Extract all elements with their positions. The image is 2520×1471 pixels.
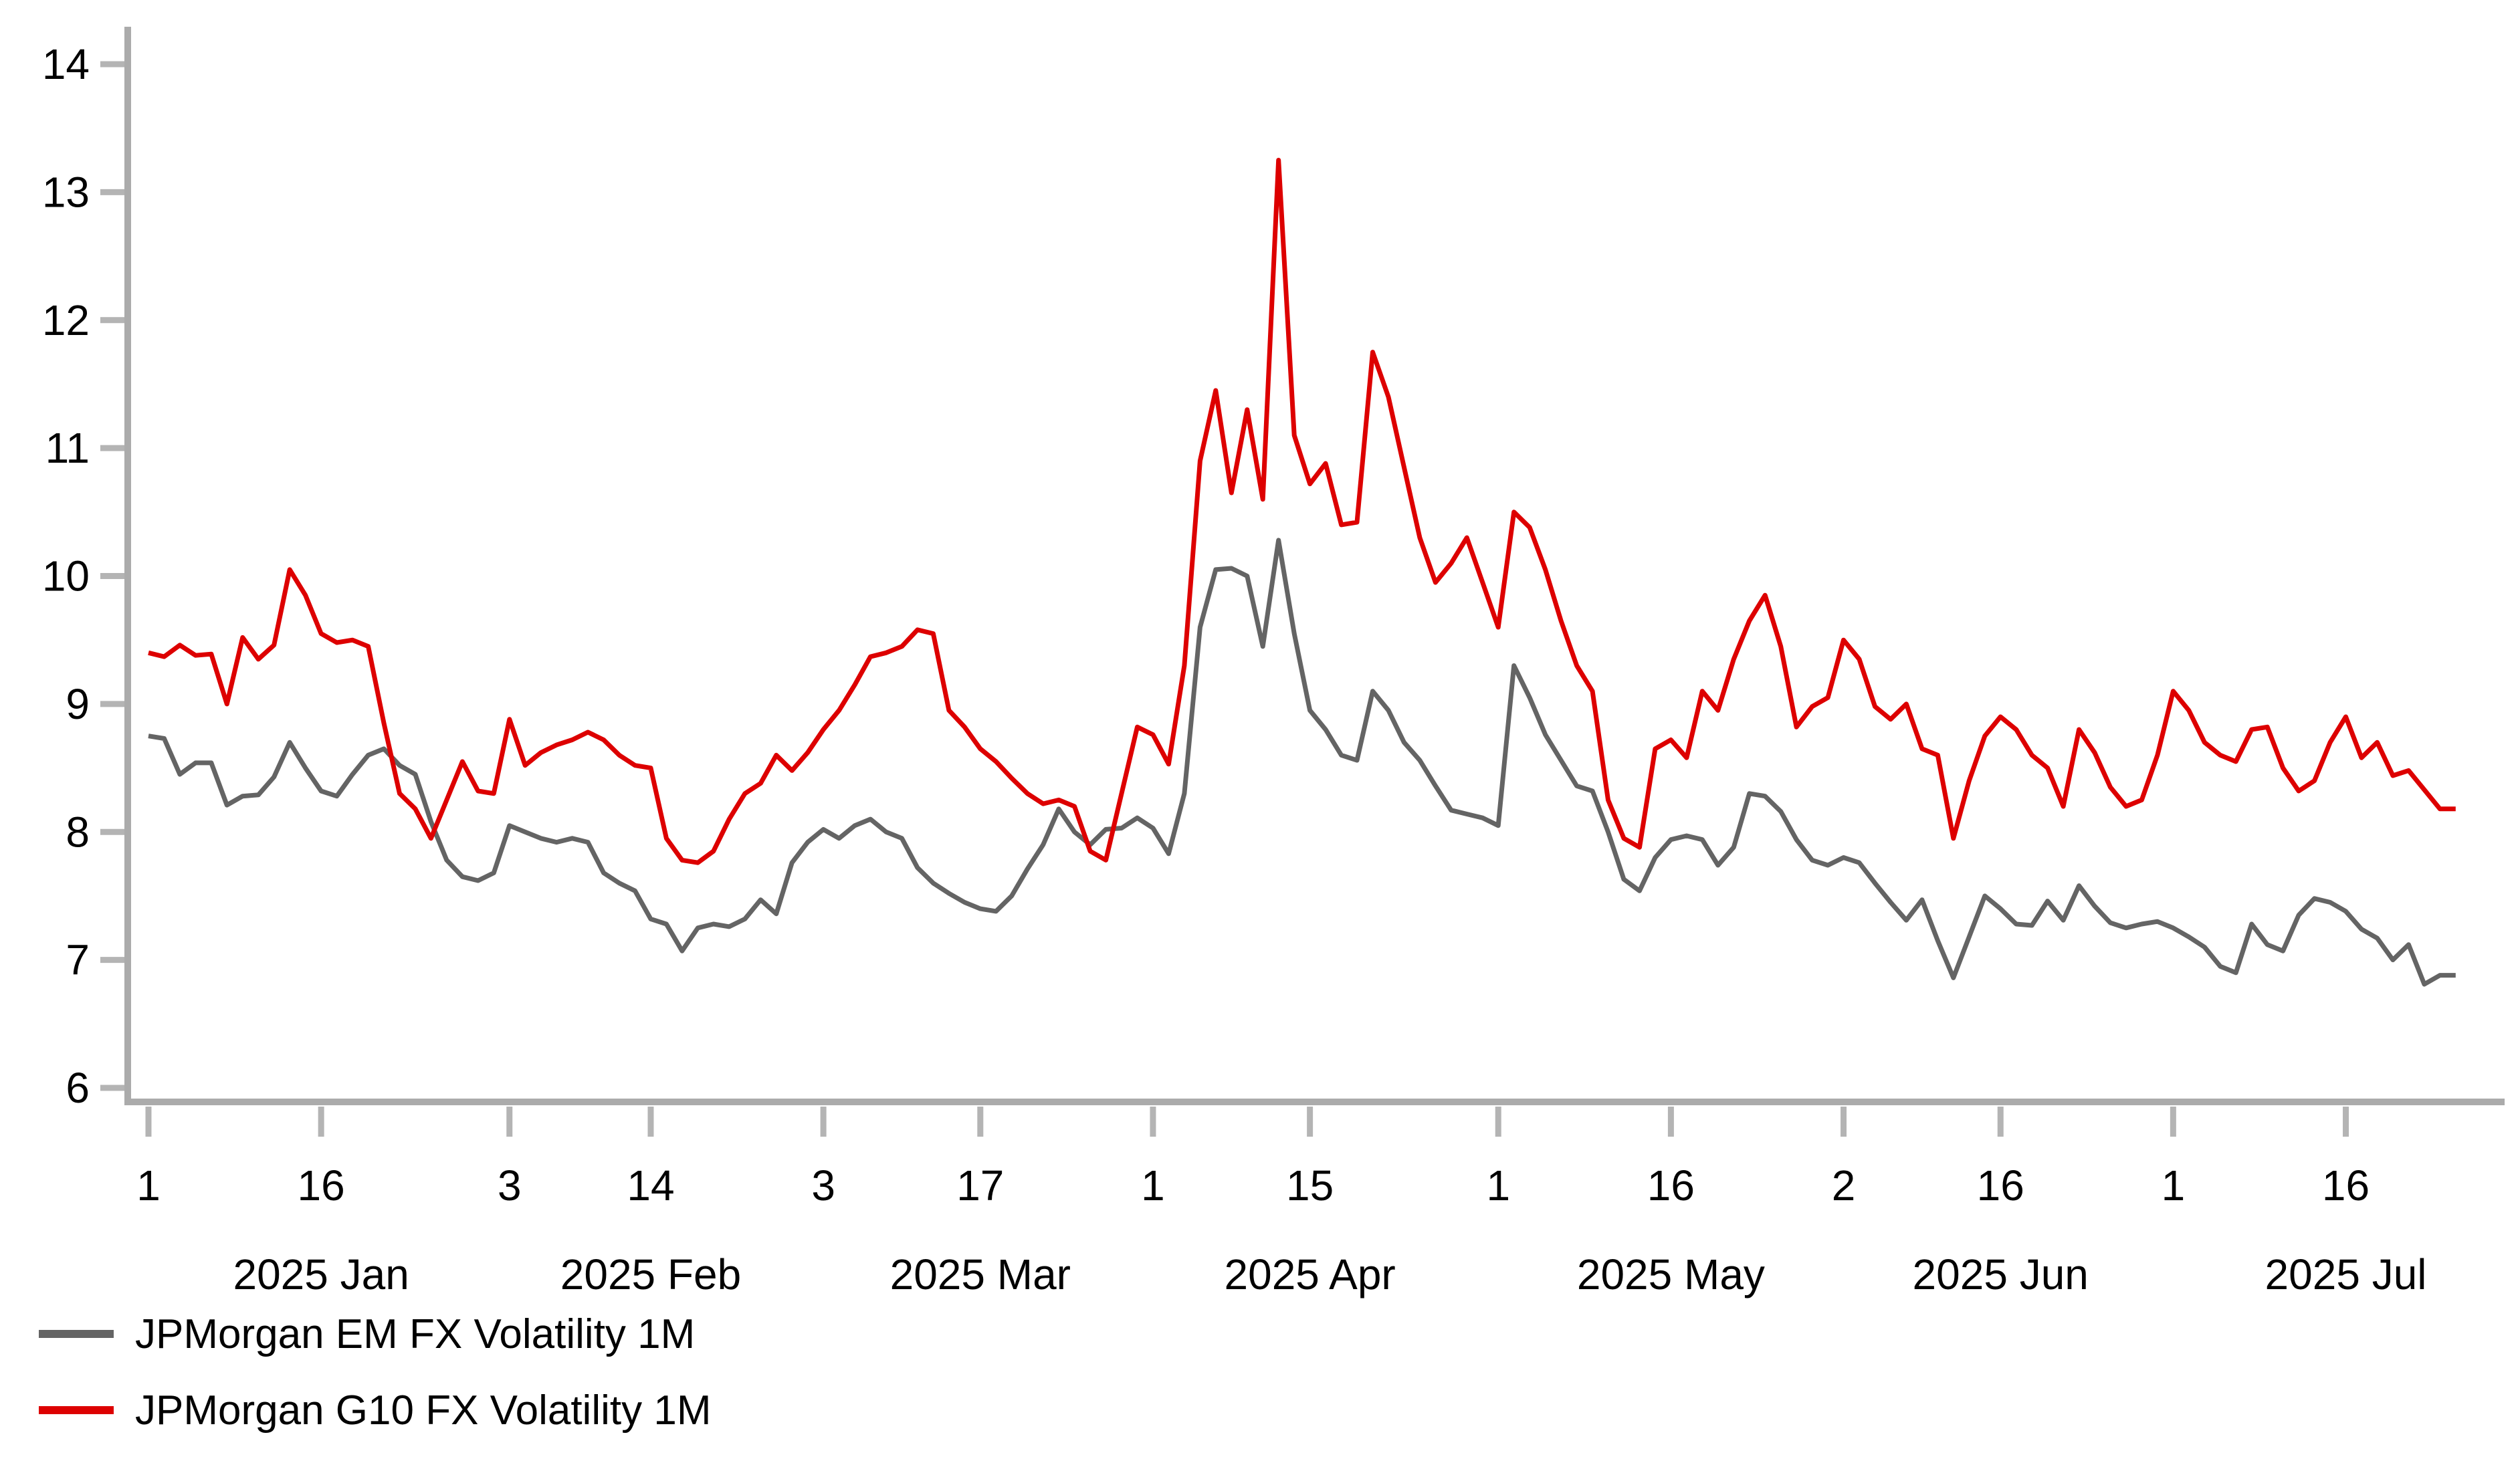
x-tick-label: 16 xyxy=(1647,1161,1695,1210)
y-tick-label: 6 xyxy=(66,1064,90,1112)
y-tick-label: 12 xyxy=(42,296,90,344)
y-tick-label: 13 xyxy=(42,168,90,216)
y-tick-label: 9 xyxy=(66,680,90,728)
x-month-label: 2025 Feb xyxy=(560,1250,741,1298)
y-tick-label: 8 xyxy=(66,808,90,856)
x-tick-label: 2 xyxy=(1832,1161,1856,1210)
axes xyxy=(124,27,2505,1105)
x-tick-label: 16 xyxy=(298,1161,345,1210)
legend-label-em: JPMorgan EM FX Volatility 1M xyxy=(135,1311,696,1357)
x-axis-ticks: 1 16 3 14 3 17 1 15 1 16 2 16 1 16 2025 Jan 2025 Feb 202… xyxy=(136,1107,2427,1298)
x-tick-label: 3 xyxy=(498,1161,522,1210)
x-tick-label: 3 xyxy=(811,1161,835,1210)
y-tick-label: 10 xyxy=(42,552,90,600)
x-tick-label: 1 xyxy=(1141,1161,1165,1210)
y-tick-label: 11 xyxy=(45,424,90,472)
x-tick-label: 1 xyxy=(1486,1161,1510,1210)
y-axis-ticks: 14 13 12 11 10 9 8 7 6 xyxy=(42,40,124,1112)
x-tick-label: 16 xyxy=(1977,1161,2024,1210)
legend: JPMorgan EM FX Volatility 1M JPMorgan G1… xyxy=(39,1296,711,1448)
y-tick-label: 14 xyxy=(42,40,90,88)
x-month-label: 2025 Jul xyxy=(2265,1250,2427,1298)
series-lines xyxy=(148,158,2456,987)
x-tick-label: 15 xyxy=(1286,1161,1334,1210)
x-tick-label: 14 xyxy=(627,1161,674,1210)
x-tick-label: 17 xyxy=(956,1161,1004,1210)
legend-swatch-g10 xyxy=(39,1406,114,1414)
legend-swatch-em xyxy=(39,1330,114,1338)
x-tick-label: 16 xyxy=(2322,1161,2370,1210)
line-em-fx-volatility xyxy=(148,538,2456,987)
x-month-label: 2025 Jun xyxy=(1913,1250,2089,1298)
legend-item-g10: JPMorgan G10 FX Volatility 1M xyxy=(39,1372,711,1448)
x-month-label: 2025 Jan xyxy=(233,1250,409,1298)
x-month-label: 2025 May xyxy=(1577,1250,1765,1298)
y-tick-label: 7 xyxy=(66,936,90,984)
line-g10-fx-volatility xyxy=(148,158,2456,865)
x-month-label: 2025 Apr xyxy=(1225,1250,1396,1298)
x-tick-label: 1 xyxy=(136,1161,161,1210)
legend-item-em: JPMorgan EM FX Volatility 1M xyxy=(39,1296,711,1372)
x-tick-label: 1 xyxy=(2162,1161,2186,1210)
legend-label-g10: JPMorgan G10 FX Volatility 1M xyxy=(135,1387,712,1434)
x-month-label: 2025 Mar xyxy=(890,1250,1071,1298)
